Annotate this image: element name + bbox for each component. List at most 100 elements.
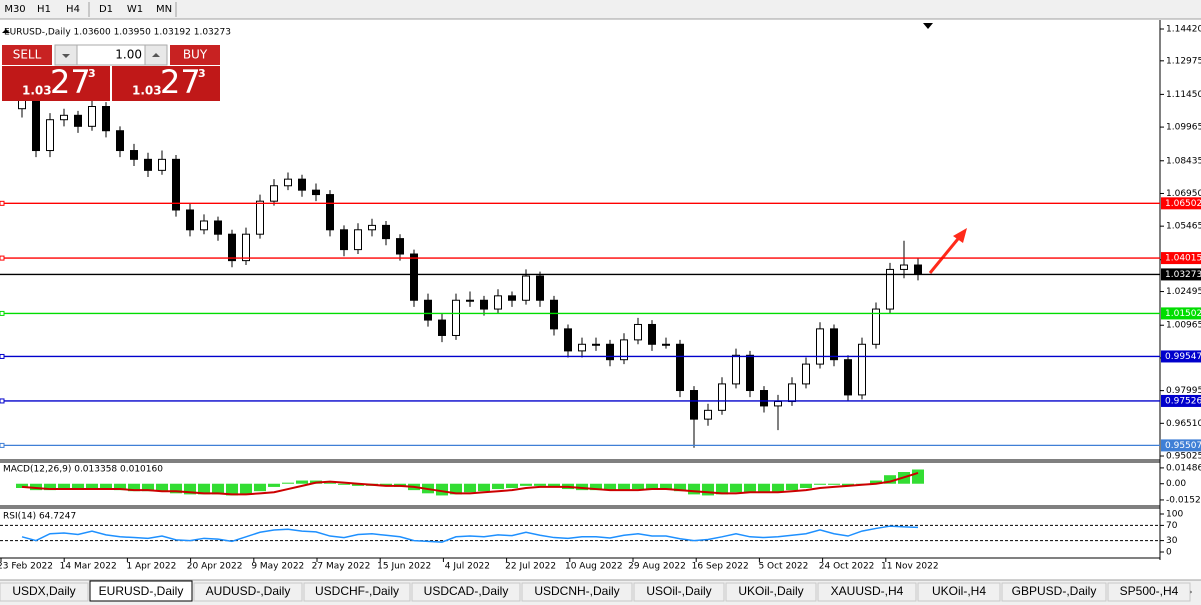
x-tick-label: 9 May 2022 <box>251 562 304 572</box>
sell-button[interactable] <box>2 45 52 65</box>
buy-button[interactable] <box>170 45 220 65</box>
candle-body <box>844 359 852 396</box>
tab[interactable] <box>303 582 411 602</box>
candle-body <box>536 275 544 301</box>
tab[interactable] <box>725 582 817 602</box>
price-point[interactable]: 3 <box>198 67 206 80</box>
price-pips[interactable]: 27 <box>50 63 91 101</box>
tab-label[interactable]: USOil-,Daily <box>646 584 711 598</box>
macd-bar <box>828 483 840 485</box>
tab-label[interactable]: USDCNH-,Daily <box>534 584 619 598</box>
timeframe-label[interactable]: D1 <box>99 4 113 15</box>
price-point[interactable]: 3 <box>88 67 96 80</box>
candle-body <box>200 220 208 231</box>
tab-label[interactable]: USDCAD-,Daily <box>424 584 509 598</box>
macd-bar <box>506 483 518 488</box>
tab-label[interactable]: UKOil-,Daily <box>738 584 803 598</box>
price-big[interactable]: 1.03 <box>132 84 162 98</box>
timeframe-button[interactable] <box>2 1 28 17</box>
timeframe-button[interactable] <box>93 1 119 17</box>
tab[interactable] <box>0 582 89 602</box>
x-tick-label: 5 Oct 2022 <box>758 562 808 572</box>
tab-label[interactable]: UKOil-,H4 <box>932 584 986 598</box>
candle-body <box>284 178 292 187</box>
timeframe-label[interactable]: W1 <box>127 4 143 15</box>
macd-bar <box>296 480 308 484</box>
tab[interactable] <box>411 582 521 602</box>
lot-value[interactable]: 1.00 <box>115 48 142 62</box>
timeframe-label[interactable]: H4 <box>66 4 80 15</box>
timeframe-button[interactable] <box>60 1 86 17</box>
tab[interactable] <box>89 580 193 602</box>
price-pips[interactable]: 27 <box>160 63 201 101</box>
y-tick-label: 0.014862 <box>1166 463 1201 473</box>
level-label: 1.03273 <box>1165 270 1201 280</box>
tab-label[interactable]: GBPUSD-,Daily <box>1012 584 1097 598</box>
timeframe-label[interactable]: H1 <box>37 4 51 15</box>
buy-label[interactable]: BUY <box>183 48 208 62</box>
tab-label[interactable]: USDX,Daily <box>12 584 75 598</box>
candle-body <box>858 343 866 396</box>
tab-label[interactable]: USDCHF-,Daily <box>315 584 399 598</box>
tab[interactable] <box>817 582 917 602</box>
macd-bar <box>268 483 280 487</box>
candle-body <box>788 383 796 403</box>
macd-signal <box>21 471 919 496</box>
timeframe-label[interactable]: MN <box>156 4 172 15</box>
tab[interactable] <box>633 582 725 602</box>
timeframe-button[interactable] <box>122 1 148 17</box>
y-tick-label: 100 <box>1166 510 1183 520</box>
tab[interactable] <box>193 582 303 602</box>
candle-body <box>872 308 880 345</box>
tab[interactable] <box>917 582 1001 602</box>
tab[interactable] <box>521 582 633 602</box>
candle-body <box>438 319 446 336</box>
candle-body <box>634 323 642 341</box>
lot-up-arrow[interactable] <box>152 53 160 57</box>
macd-bar <box>212 483 224 495</box>
candle-body <box>704 409 712 420</box>
x-tick-label: 29 Aug 2022 <box>628 562 686 572</box>
tab-label[interactable]: AUDUSD-,Daily <box>206 584 291 598</box>
candle-body <box>214 220 222 235</box>
sell-label[interactable]: SELL <box>13 48 42 62</box>
x-tick-label: 15 Jun 2022 <box>377 562 431 572</box>
tab-label[interactable]: SP500-,H4 <box>1120 584 1179 598</box>
price-box[interactable] <box>112 66 220 101</box>
macd-bar <box>450 483 462 495</box>
candle-body <box>354 229 362 251</box>
candle-body <box>886 268 894 310</box>
level-tag <box>1161 394 1201 407</box>
chart-header: EURUSD-,Daily 1.03600 1.03950 1.03192 1.… <box>4 28 231 38</box>
tab-label[interactable]: EURUSD-,Daily <box>99 584 184 598</box>
macd-bar <box>352 483 364 486</box>
price-box[interactable] <box>2 66 110 101</box>
y-tick-label: 0.97995 <box>1166 386 1201 396</box>
timeframe-button[interactable] <box>31 1 57 17</box>
timeframe-button[interactable] <box>151 1 177 17</box>
macd-label: MACD(12,26,9) 0.013358 0.010160 <box>3 465 163 475</box>
macd-bar <box>128 483 140 492</box>
tab[interactable] <box>1001 582 1107 602</box>
timeframe-label[interactable]: M30 <box>4 4 25 15</box>
x-tick-label: 27 May 2022 <box>312 562 371 572</box>
level-label: 1.06502 <box>1165 199 1201 209</box>
y-tick-label: 0.95025 <box>1166 452 1201 462</box>
macd-bar <box>142 483 154 492</box>
macd-bar <box>324 482 336 484</box>
tab[interactable] <box>1107 582 1191 602</box>
price-big[interactable]: 1.03 <box>22 84 52 98</box>
rsi-label: RSI(14) 64.7247 <box>3 512 76 522</box>
macd-bar <box>338 483 350 485</box>
y-tick-label: 0.96510 <box>1166 419 1201 429</box>
candle-body <box>494 295 502 310</box>
macd-bar <box>576 483 588 491</box>
x-tick-label: 24 Oct 2022 <box>819 562 875 572</box>
candle-body <box>186 209 194 231</box>
macd-bar <box>184 483 196 495</box>
level-handle <box>0 200 5 206</box>
lot-down-arrow[interactable] <box>62 54 70 58</box>
candle-body <box>396 238 404 255</box>
level-tag <box>1161 197 1201 210</box>
tab-label[interactable]: XAUUSD-,H4 <box>831 584 904 598</box>
